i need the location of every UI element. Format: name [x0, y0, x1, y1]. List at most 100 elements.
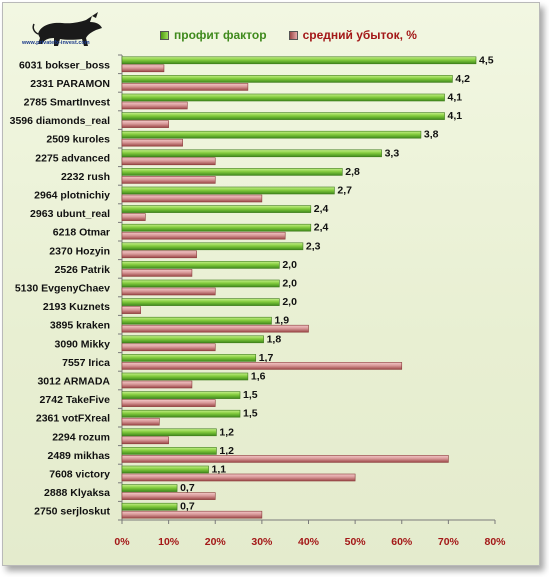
- bar-profit-factor: [121, 391, 241, 399]
- bar-profit-factor: [121, 354, 257, 362]
- bar-average-loss: [121, 269, 193, 277]
- bar-profit-factor: [121, 372, 249, 381]
- x-tick-label: 10%: [158, 536, 180, 548]
- bar-profit-factor: [121, 484, 178, 492]
- bar-profit-factor: [121, 56, 477, 65]
- bar-profit-factor: [121, 465, 209, 474]
- bar-profit-factor: [121, 93, 445, 102]
- bar-average-loss: [121, 473, 356, 482]
- bar-profit-factor: [121, 447, 217, 455]
- bar-average-loss: [121, 213, 146, 221]
- bar-average-loss: [121, 287, 216, 296]
- category-label: 2489 mikhas: [48, 450, 111, 462]
- value-label-profit-factor: 2,0: [282, 296, 297, 308]
- bar-profit-factor: [121, 279, 280, 288]
- value-label-profit-factor: 1,5: [243, 389, 258, 401]
- legend-swatch-green: [160, 30, 169, 40]
- value-label-profit-factor: 1,5: [243, 408, 258, 420]
- value-label-profit-factor: 2,3: [306, 240, 321, 252]
- value-label-profit-factor: 4,5: [479, 54, 494, 66]
- bar-profit-factor: [121, 298, 280, 306]
- value-label-profit-factor: 2,7: [337, 185, 352, 197]
- bar-average-loss: [121, 176, 216, 184]
- bar-profit-factor: [121, 409, 241, 418]
- bar-profit-factor: [121, 335, 264, 344]
- bar-average-loss: [121, 492, 216, 500]
- value-label-profit-factor: 0,7: [180, 482, 195, 494]
- bar-average-loss: [121, 510, 263, 519]
- value-label-profit-factor: 2,0: [282, 259, 297, 271]
- category-label: 2750 serjloskut: [34, 506, 110, 518]
- category-label: 2294 rozum: [52, 431, 110, 443]
- bar-average-loss: [121, 343, 216, 352]
- category-label: 2509 kuroles: [46, 134, 110, 146]
- value-label-profit-factor: 3,3: [385, 147, 400, 159]
- bar-profit-factor: [121, 316, 272, 325]
- category-label: 3012 ARMADA: [37, 376, 110, 388]
- category-label: 2331 PARAMON: [30, 78, 110, 90]
- value-label-profit-factor: 1,7: [259, 352, 274, 364]
- category-label: 2232 rush: [61, 171, 110, 183]
- category-label: 3895 kraken: [50, 320, 110, 332]
- logo-url: www.privatefx-invest.com: [22, 40, 90, 46]
- value-label-profit-factor: 4,1: [448, 110, 463, 122]
- value-label-profit-factor: 1,9: [274, 315, 289, 327]
- x-tick-label: 40%: [298, 536, 320, 548]
- category-label: 3596 diamonds_real: [10, 115, 110, 127]
- bar-profit-factor: [121, 112, 445, 120]
- category-label: 2361 votFXreal: [36, 413, 110, 425]
- value-label-profit-factor: 1,6: [251, 371, 266, 383]
- x-tick-label: 50%: [345, 536, 367, 548]
- category-label: 5130 EvgenyChaev: [15, 283, 110, 295]
- category-label: 2785 SmartInvest: [24, 97, 111, 109]
- value-label-profit-factor: 2,4: [314, 222, 329, 234]
- value-label-profit-factor: 3,8: [424, 129, 439, 141]
- category-label: 7608 victory: [49, 469, 110, 481]
- bar-average-loss: [121, 194, 263, 203]
- bar-average-loss: [121, 324, 309, 333]
- category-label: 2193 Kuznets: [43, 301, 110, 313]
- category-label: 2964 plotnichiy: [34, 190, 110, 202]
- bull-icon: [32, 12, 102, 46]
- bar-average-loss: [121, 399, 216, 407]
- bar-profit-factor: [121, 186, 335, 195]
- legend-label-profit-factor: профит фактор: [174, 28, 267, 42]
- bar-average-loss: [121, 101, 188, 110]
- bar-average-loss: [121, 138, 183, 147]
- bar-average-loss: [121, 157, 216, 166]
- category-label: 2888 Klyaksa: [44, 487, 110, 499]
- value-label-profit-factor: 2,4: [314, 203, 329, 215]
- category-label: 2275 advanced: [35, 152, 110, 164]
- x-tick-label: 30%: [251, 536, 273, 548]
- x-tick-label: 20%: [205, 536, 227, 548]
- value-label-profit-factor: 1,2: [219, 445, 234, 457]
- value-label-profit-factor: 1,2: [219, 426, 234, 438]
- bar-profit-factor: [121, 75, 453, 83]
- x-tick-label: 60%: [391, 536, 413, 548]
- value-label-profit-factor: 4,1: [448, 92, 463, 104]
- bar-profit-factor: [121, 223, 312, 232]
- category-label: 2963 ubunt_real: [30, 208, 110, 220]
- legend-label-avg-loss: средний убыток, %: [302, 28, 417, 42]
- value-label-profit-factor: 2,0: [282, 278, 297, 290]
- category-label: 6031 bokser_boss: [19, 59, 110, 71]
- category-label: 2370 Hozyin: [49, 245, 110, 257]
- value-label-profit-factor: 0,7: [180, 501, 195, 513]
- value-label-profit-factor: 1,8: [267, 333, 282, 345]
- legend-item-avg-loss: средний убыток, %: [288, 28, 417, 42]
- bar-average-loss: [121, 231, 286, 240]
- category-label: 7557 Irica: [62, 357, 110, 369]
- bar-profit-factor: [121, 261, 280, 269]
- bar-profit-factor: [121, 502, 178, 511]
- category-label: 2742 TakeFive: [40, 394, 111, 406]
- bar-average-loss: [121, 417, 160, 426]
- bar-average-loss: [121, 120, 169, 128]
- bar-profit-factor: [121, 168, 343, 176]
- bar-profit-factor: [121, 149, 382, 158]
- bar-profit-factor: [121, 428, 217, 437]
- category-label: 6218 Otmar: [53, 227, 110, 239]
- value-label-profit-factor: 2,8: [345, 166, 360, 178]
- bar-average-loss: [121, 306, 141, 314]
- bar-average-loss: [121, 380, 193, 389]
